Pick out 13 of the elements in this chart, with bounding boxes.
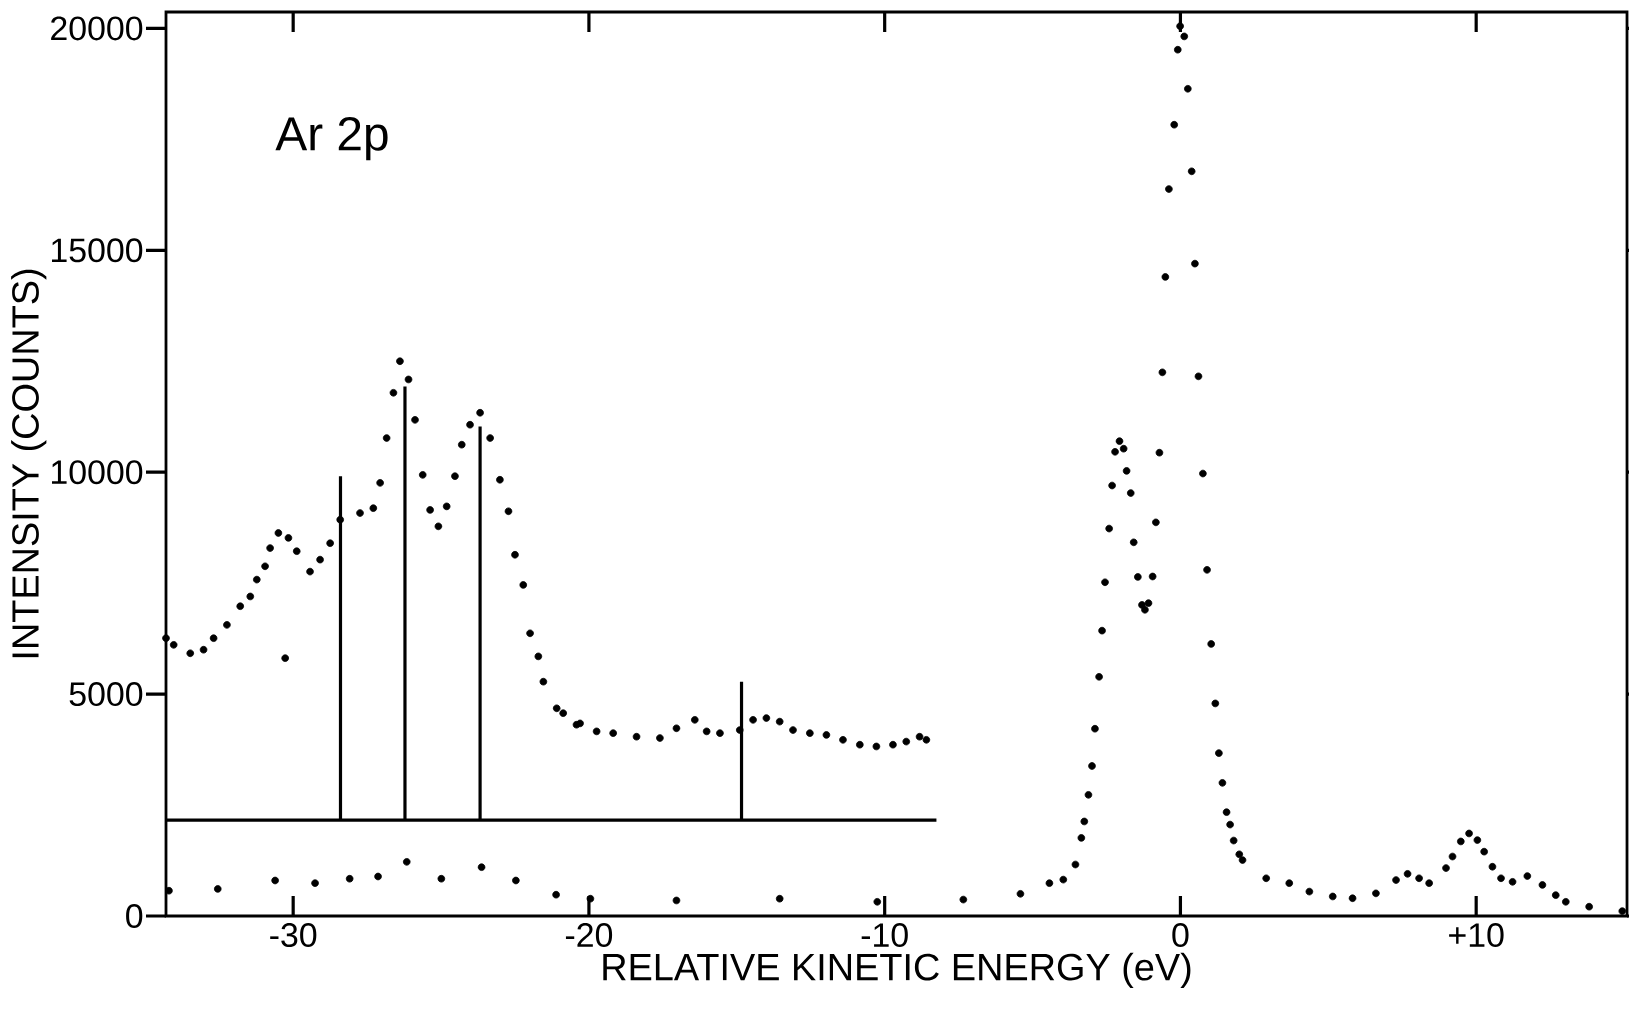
y-tick-label: 15000 — [52, 238, 143, 263]
x-tick-label: -30 — [270, 923, 317, 948]
x-tick-label: -20 — [565, 923, 613, 948]
y-tick-label: 10000 — [52, 460, 143, 485]
x-axis-title: RELATIVE KINETIC ENERGY (eV) — [603, 952, 1191, 988]
y-tick-label: 0 — [126, 904, 143, 928]
x-tick-label: +10 — [1449, 923, 1504, 948]
y-tick-label: 5000 — [69, 682, 143, 707]
x-tick-label: 0 — [1172, 923, 1189, 948]
annotation: Ar 2p — [275, 116, 388, 161]
y-tick-label: 20000 — [51, 16, 143, 41]
y-axis-title: INTENSITY (COUNTS) — [11, 269, 47, 658]
x-tick-label: -10 — [861, 923, 908, 948]
